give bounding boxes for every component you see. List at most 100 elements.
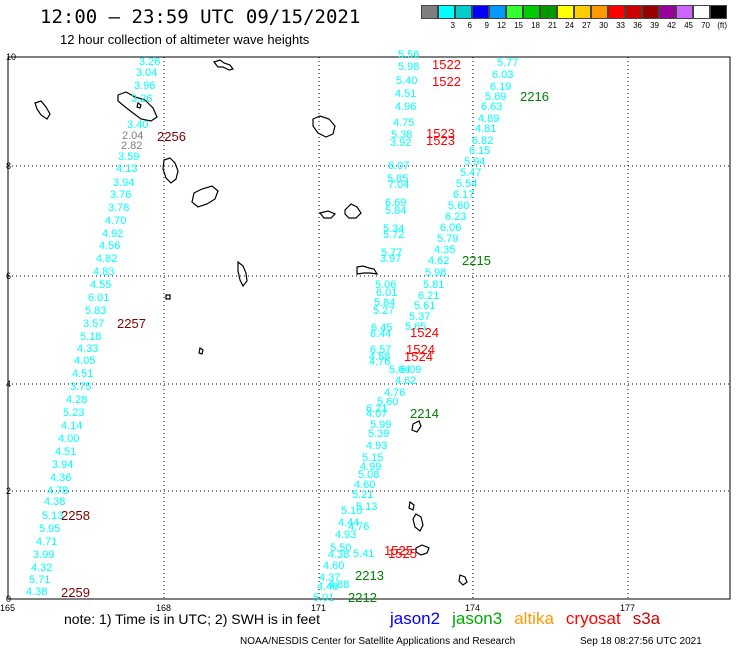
wave-height-label: 5.56 <box>398 49 420 61</box>
wave-height-label: 5.94 <box>464 156 486 168</box>
wave-height-label: 4.28 <box>66 394 88 406</box>
wave-height-label: 4.83 <box>93 266 115 278</box>
wave-height-label: 3.57 <box>83 318 105 330</box>
wave-height-label: 4.76 <box>384 387 406 399</box>
pass-time-label: 2257 <box>117 316 146 331</box>
units-note: note: 1) Time is in UTC; 2) SWH is in fe… <box>64 611 320 627</box>
legend-swatch <box>438 5 455 19</box>
wave-height-label: 5.23 <box>63 407 85 419</box>
legend-swatch <box>676 5 693 19</box>
wave-height-label: 7.04 <box>388 179 410 191</box>
wave-height-label: 5.95 <box>39 523 61 535</box>
legend-swatch <box>693 5 710 19</box>
wave-height-label: 4.62 <box>428 255 450 267</box>
pass-time-label: 2215 <box>462 253 491 268</box>
wave-height-label: 4.78 <box>47 485 69 497</box>
wave-height-label: 5.85 <box>387 173 409 185</box>
wave-height-label: 4.96 <box>395 101 417 113</box>
legend-swatch <box>591 5 608 19</box>
wave-height-label: 4.51 <box>395 88 417 100</box>
wave-height-label: 3.76 <box>110 189 132 201</box>
legend-swatches <box>421 5 727 19</box>
wave-height-label: 3.04 <box>136 67 158 79</box>
legend-label: 6 <box>467 21 472 30</box>
island <box>412 513 424 532</box>
wave-height-label: 5.83 <box>85 305 107 317</box>
wave-height-label: 4.05 <box>74 355 96 367</box>
island-outlines <box>34 59 468 586</box>
color-legend: 3 6 9 12 15 18 21 24 27 30 33 36 39 42 45 70 (ft) <box>421 5 727 30</box>
legend-label: 3 <box>450 21 455 30</box>
legend-label: 30 <box>599 21 608 30</box>
pass-time-label: 2216 <box>520 89 549 104</box>
wave-height-label: 5.61 <box>414 300 436 312</box>
wave-height-label: 2.04 <box>122 130 144 142</box>
wave-height-label: 4.48 <box>317 581 339 593</box>
wave-height-label: 4.81 <box>475 123 497 135</box>
wave-height-label: 6.69 <box>385 197 407 209</box>
wave-height-label: 5.71 <box>29 574 51 586</box>
legend-swatch <box>506 5 523 19</box>
wave-height-label: 5.60 <box>448 200 470 212</box>
legend-label: 15 <box>514 21 523 30</box>
island <box>408 500 415 511</box>
y-tick-label: 6 <box>6 271 12 281</box>
wave-height-label: 4.38 <box>328 549 350 561</box>
wave-height-label: 3.99 <box>33 549 55 561</box>
legend-label: 42 <box>667 21 676 30</box>
wave-height-label: 5.10 <box>341 505 363 517</box>
pass-time-label: 2256 <box>157 129 186 144</box>
wave-height-label: 3.92 <box>390 137 412 149</box>
y-tick-label: 8 <box>6 161 12 171</box>
wave-height-label: 5.77 <box>497 57 519 69</box>
wave-height-label: 5.98 <box>425 267 447 279</box>
satellite-label-s3a: s3a <box>632 609 661 628</box>
legend-label: 18 <box>531 21 540 30</box>
wave-height-label: 6.44 <box>370 328 392 340</box>
wave-height-label: 4.75 <box>393 117 415 129</box>
satellite-label-jason3: jason3 <box>452 609 503 628</box>
wave-height-label: 4.00 <box>58 433 80 445</box>
x-tick-label: 174 <box>465 603 481 613</box>
wave-height-label: 5.81 <box>423 279 445 291</box>
wave-height-label: 6.01 <box>88 292 110 304</box>
island <box>356 265 379 275</box>
y-tick-label: 0 <box>6 594 12 604</box>
wave-height-label: 3.26 <box>139 56 161 68</box>
legend-swatch <box>659 5 676 19</box>
legend-swatch <box>540 5 557 19</box>
wave-height-label: 3.26 <box>131 93 153 105</box>
wave-height-label: 4.55 <box>90 279 112 291</box>
wave-height-label: 4.60 <box>354 479 376 491</box>
wave-height-label: 5.72 <box>383 229 405 241</box>
wave-height-label: 4.32 <box>31 562 53 574</box>
legend-swatch <box>574 5 591 19</box>
wave-height-label: 6.23 <box>445 211 467 223</box>
wave-height-label: 5.54 <box>456 178 478 190</box>
legend-label: 24 <box>565 21 574 30</box>
wave-height-label: 6.57 <box>370 344 392 356</box>
pass-time-label: 1522 <box>432 57 461 72</box>
legend-label: (ft) <box>717 21 727 30</box>
wave-height-label: 5.01 <box>313 592 335 604</box>
x-tick-label: 177 <box>620 603 636 613</box>
wave-height-label: 5.15 <box>362 452 384 464</box>
pass-time-label: 2259 <box>61 585 90 600</box>
wave-height-label: 4.82 <box>96 253 118 265</box>
wave-height-label: 4.14 <box>61 420 83 432</box>
legend-label: 45 <box>684 21 693 30</box>
wave-height-label: 4.62 <box>395 375 417 387</box>
y-tick-label: 2 <box>6 486 12 496</box>
wave-height-label: 4.37 <box>319 572 341 584</box>
island <box>191 185 219 208</box>
y-tick-label: 4 <box>6 379 12 389</box>
wave-height-label: 3.78 <box>108 202 130 214</box>
wave-height-label: 5.21 <box>352 489 374 501</box>
legend-label: 36 <box>633 21 642 30</box>
wave-height-label: 5.40 <box>396 75 418 87</box>
legend-labels: 3 6 9 12 15 18 21 24 27 30 33 36 39 42 45 70 (ft) <box>421 21 727 30</box>
legend-swatch <box>710 5 727 19</box>
legend-label: 27 <box>582 21 591 30</box>
wave-height-label: 4.33 <box>77 343 99 355</box>
wave-height-label: 6.03 <box>492 69 514 81</box>
